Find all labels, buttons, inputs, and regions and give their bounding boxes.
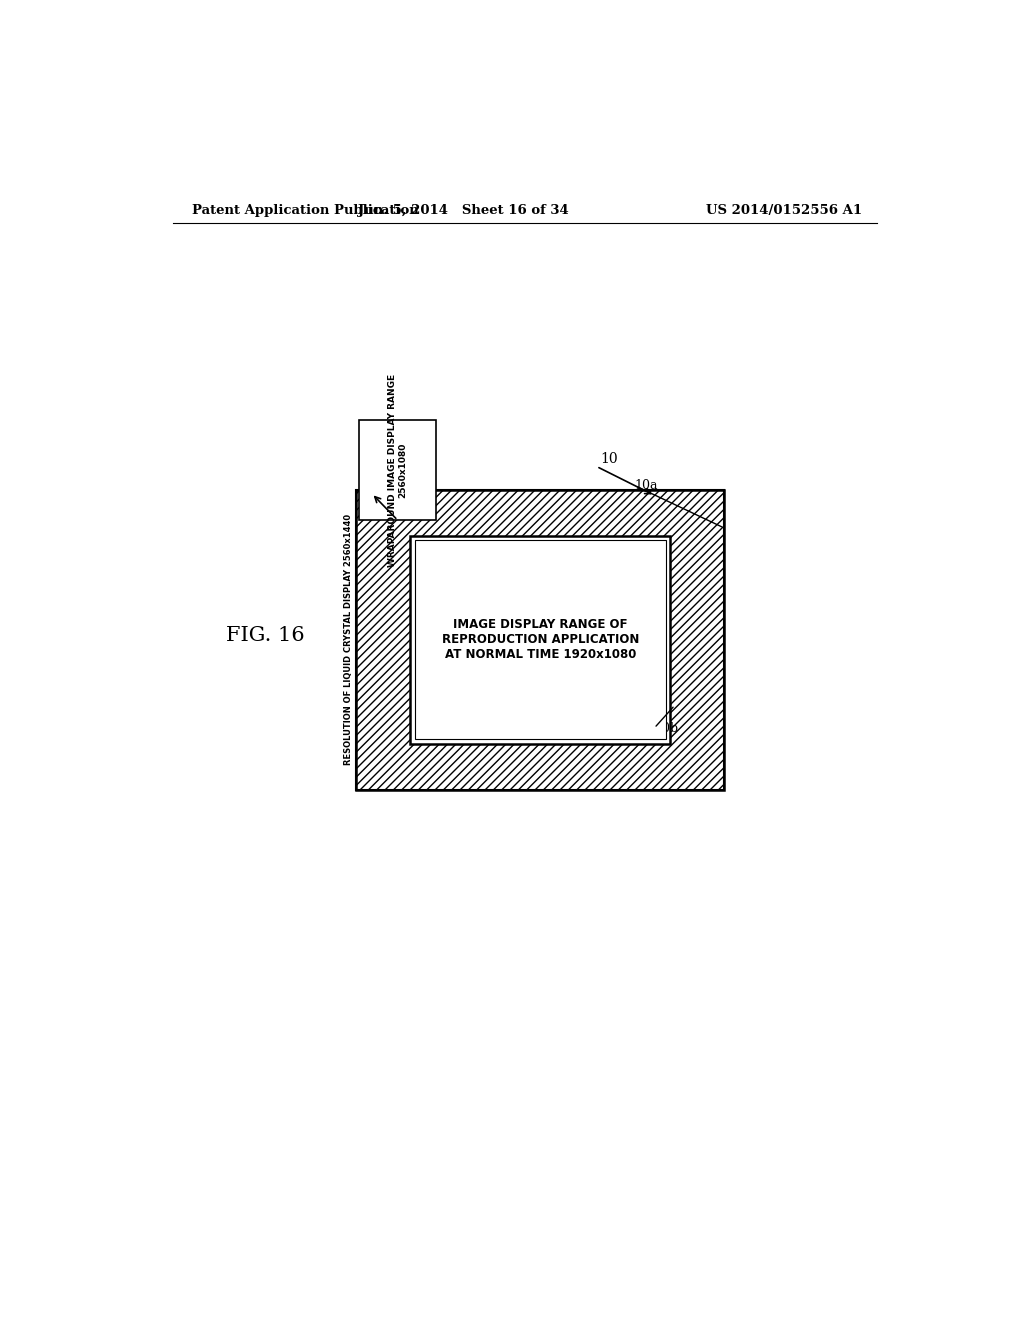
Text: RESOLUTION OF LIQUID CRYSTAL DISPLAY 2560x1440: RESOLUTION OF LIQUID CRYSTAL DISPLAY 256… — [344, 513, 353, 766]
Text: 10: 10 — [600, 451, 617, 466]
Text: US 2014/0152556 A1: US 2014/0152556 A1 — [706, 205, 862, 218]
Bar — [410, 536, 671, 743]
Text: IMAGE DISPLAY RANGE OF
REPRODUCTION APPLICATION
AT NORMAL TIME 1920x1080: IMAGE DISPLAY RANGE OF REPRODUCTION APPL… — [441, 618, 639, 661]
Text: WRAPAROUND IMAGE DISPLAY RANGE
2560x1080: WRAPAROUND IMAGE DISPLAY RANGE 2560x1080 — [388, 374, 408, 566]
Bar — [359, 420, 436, 520]
Bar — [356, 490, 724, 789]
Text: 10a: 10a — [635, 479, 658, 492]
Bar — [410, 536, 671, 743]
Text: Jun. 5, 2014   Sheet 16 of 34: Jun. 5, 2014 Sheet 16 of 34 — [357, 205, 568, 218]
Text: 10b: 10b — [654, 722, 678, 735]
Bar — [415, 540, 666, 739]
Text: Patent Application Publication: Patent Application Publication — [193, 205, 419, 218]
Text: FIG. 16: FIG. 16 — [226, 626, 304, 645]
Bar — [356, 490, 724, 789]
